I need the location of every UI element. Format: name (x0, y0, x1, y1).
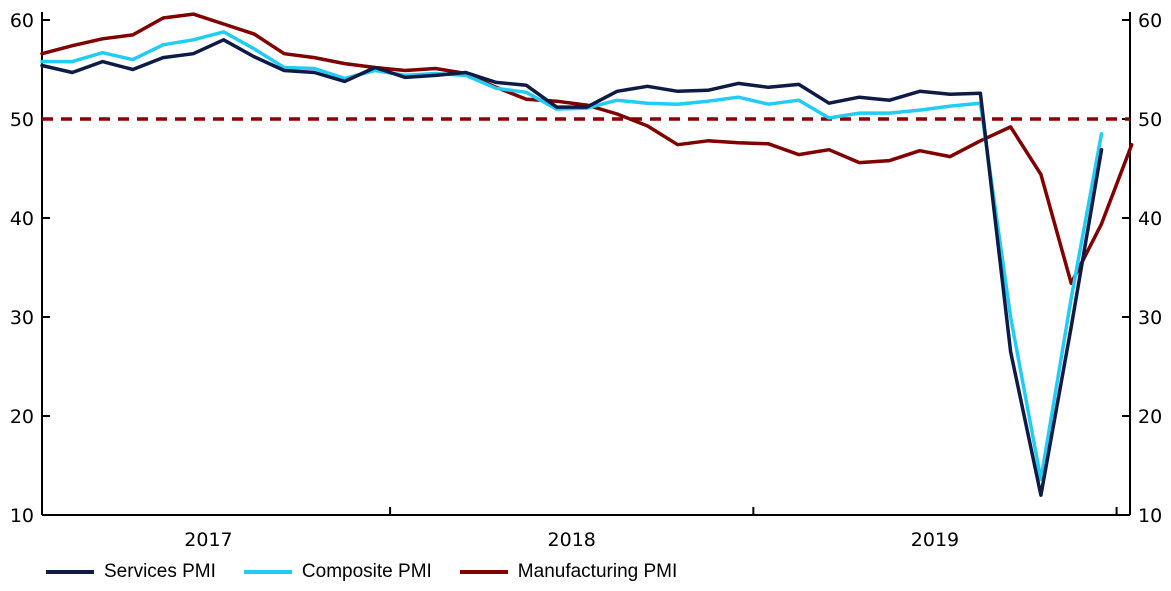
legend-item-manufacturing: Manufacturing PMI (459, 561, 678, 583)
x-year-label: 2019 (911, 529, 959, 551)
y-tick-label-left: 20 (10, 406, 34, 428)
legend-label-manufacturing: Manufacturing PMI (517, 561, 678, 582)
chart-axes: 1010202030304040505060602017201820192020 (10, 10, 1162, 551)
legend-label-composite: Composite PMI (301, 561, 432, 582)
series-line-composite-pmi (40, 30, 1104, 482)
y-tick-label-right: 10 (1138, 505, 1162, 527)
legend-swatch-services (46, 570, 94, 574)
series-group (40, 12, 1134, 497)
y-tick-label-left: 30 (10, 307, 34, 329)
y-tick-label-right: 30 (1138, 307, 1162, 329)
x-year-label: 2017 (184, 529, 232, 551)
y-tick-label-left: 40 (10, 208, 34, 230)
y-tick-label-right: 40 (1138, 208, 1162, 230)
legend-item-composite: Composite PMI (243, 561, 432, 583)
y-tick-label-left: 60 (10, 10, 34, 32)
legend-label-services: Services PMI (104, 561, 216, 582)
y-tick-label-left: 50 (10, 109, 34, 131)
y-tick-label-left: 10 (10, 505, 34, 527)
legend-swatch-manufacturing (459, 570, 508, 574)
y-tick-label-right: 50 (1138, 109, 1162, 131)
legend-item-services: Services PMI (46, 561, 216, 583)
chart-legend: Services PMI Composite PMI Manufacturing… (46, 559, 677, 585)
y-tick-label-right: 20 (1138, 406, 1162, 428)
x-year-label: 2018 (548, 529, 596, 551)
y-tick-label-right: 60 (1138, 10, 1162, 32)
legend-swatch-composite (243, 570, 292, 574)
series-line-services-pmi (40, 38, 1104, 497)
series-line-manufacturing-pmi (40, 12, 1134, 286)
